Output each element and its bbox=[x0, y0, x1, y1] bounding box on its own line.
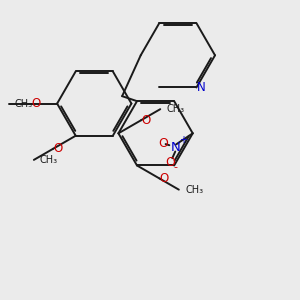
Text: O: O bbox=[141, 114, 150, 127]
Text: CH₃: CH₃ bbox=[14, 99, 32, 109]
Text: +: + bbox=[179, 135, 188, 146]
Text: CH₃: CH₃ bbox=[185, 184, 204, 195]
Text: N: N bbox=[196, 81, 205, 94]
Text: O: O bbox=[166, 156, 176, 169]
Text: CH₃: CH₃ bbox=[39, 155, 58, 165]
Text: O: O bbox=[53, 142, 63, 155]
Text: N: N bbox=[171, 141, 181, 154]
Text: O: O bbox=[31, 97, 40, 110]
Text: O: O bbox=[158, 137, 168, 150]
Text: -: - bbox=[173, 163, 177, 172]
Text: CH₃: CH₃ bbox=[167, 104, 185, 114]
Text: O: O bbox=[160, 172, 169, 185]
